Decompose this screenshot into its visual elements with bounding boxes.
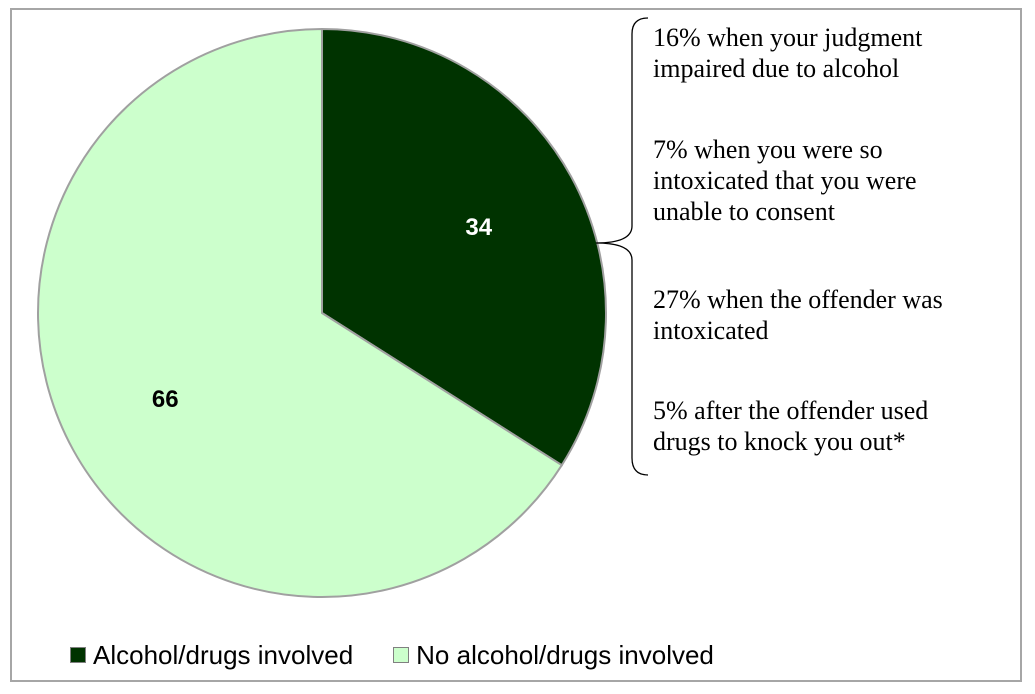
data-label-no-alcohol-drugs-involved: 66 xyxy=(152,386,179,413)
annotation-judgment-impaired: 16% when your judgment impaired due to a… xyxy=(653,23,923,83)
legend-label-no-alcohol-drugs-involved: No alcohol/drugs involved xyxy=(416,639,714,670)
legend: Alcohol/drugs involved No alcohol/drugs … xyxy=(70,640,754,670)
pie-slice-no-alcohol-drugs-involved xyxy=(37,27,564,598)
legend-item-alcohol-drugs-involved: Alcohol/drugs involved xyxy=(70,640,353,671)
legend-swatch-alcohol-drugs-involved xyxy=(70,647,86,663)
data-label-alcohol-drugs-involved: 34 xyxy=(465,214,492,241)
annotation-drugs-knock-out: 5% after the offender used drugs to knoc… xyxy=(653,396,929,456)
annotation-bracket xyxy=(595,17,649,476)
annotation-offender-intoxicated: 27% when the offender was intoxicated xyxy=(653,285,943,345)
legend-item-no-alcohol-drugs-involved: No alcohol/drugs involved xyxy=(393,640,714,671)
legend-label-alcohol-drugs-involved: Alcohol/drugs involved xyxy=(93,639,354,670)
annotation-unable-to-consent: 7% when you were so intoxicated that you… xyxy=(653,135,917,226)
pie-slice-alcohol-drugs-involved xyxy=(321,27,607,467)
legend-swatch-no-alcohol-drugs-involved xyxy=(393,647,410,663)
